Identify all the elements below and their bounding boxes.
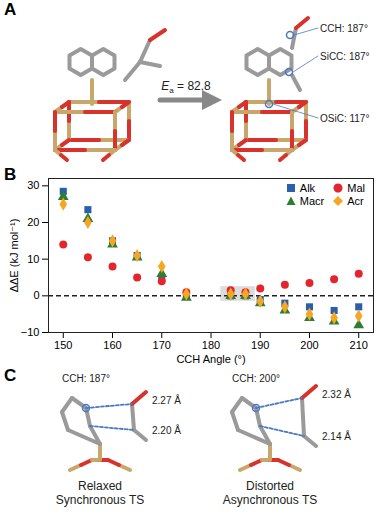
svg-text:Asynchronous TS: Asynchronous TS [223,493,318,507]
svg-text:170: 170 [153,339,171,351]
html-text:Macr: Macr [299,195,325,207]
html-text:Acr: Acr [347,195,364,207]
svg-text:2.27 Å: 2.27 Å [152,394,181,406]
html-text:C: C [4,366,17,385]
svg-text:190: 190 [251,339,269,351]
svg-text:150: 150 [54,339,72,351]
html-text:B: B [4,165,17,184]
svg-text:CCH Angle (°): CCH Angle (°) [176,353,245,365]
html-text:Mal: Mal [347,182,365,194]
svg-text:2.32 Å: 2.32 Å [322,388,351,400]
svg-text:160: 160 [103,339,121,351]
svg-text:ΔΔE (kJ mol⁻¹): ΔΔE (kJ mol⁻¹) [8,219,20,293]
svg-text:CCH: 200°: CCH: 200° [232,373,280,384]
svg-text:Ea = 82.8: Ea = 82.8 [161,79,211,95]
svg-text:OSiC: 117°: OSiC: 117° [320,113,369,124]
svg-text:0: 0 [33,289,39,301]
svg-text:20: 20 [27,216,39,228]
svg-text:10: 10 [27,253,39,265]
svg-text:2.20 Å: 2.20 Å [152,424,181,436]
html-text:Alk: Alk [299,182,316,194]
html-text:A: A [4,0,17,19]
svg-text:SiCC: 187°: SiCC: 187° [320,51,370,62]
svg-text:Synchronous TS: Synchronous TS [56,493,145,507]
svg-text:30: 30 [27,179,39,191]
svg-text:Relaxed: Relaxed [78,479,122,493]
svg-text:200: 200 [300,339,318,351]
svg-text:180: 180 [202,339,220,351]
svg-text:2.14 Å: 2.14 Å [322,430,351,442]
svg-text:−10: −10 [21,326,40,338]
svg-text:CCH: 187°: CCH: 187° [62,373,110,384]
svg-text:210: 210 [350,339,368,351]
svg-text:CCH: 187°: CCH: 187° [320,23,368,34]
svg-text:Distorted: Distorted [246,479,294,493]
